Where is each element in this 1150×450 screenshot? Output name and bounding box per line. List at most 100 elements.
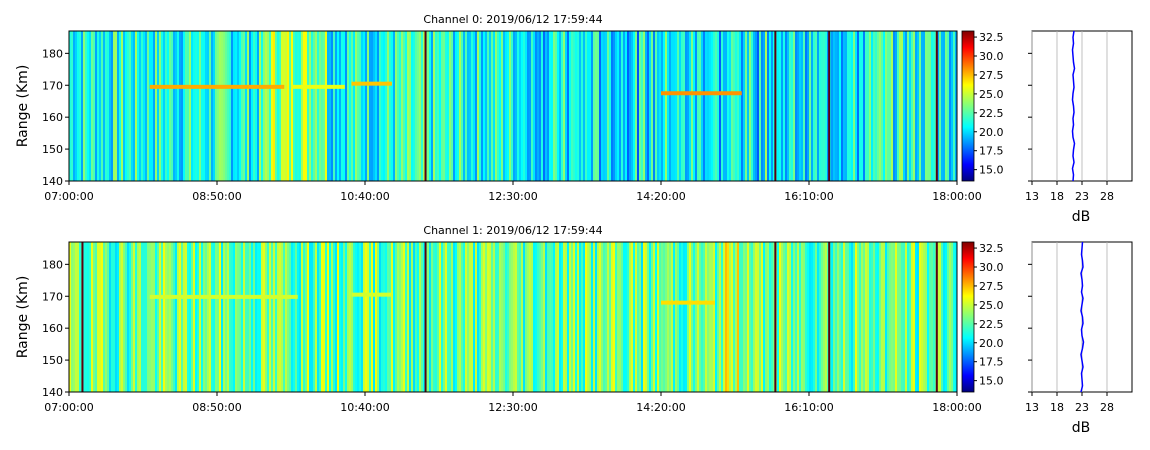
- channel-1-profile-grid: [1031, 242, 1108, 392]
- channel-1-profile-line: [1080, 241, 1085, 393]
- heatmap-column: [79, 31, 81, 181]
- heatmap-column: [423, 242, 425, 392]
- heatmap-column: [925, 31, 927, 181]
- heatmap-column: [463, 242, 465, 392]
- heatmap-column: [307, 242, 309, 392]
- heatmap-column: [797, 31, 799, 181]
- heatmap-column: [707, 242, 709, 392]
- heatmap-column: [91, 242, 93, 392]
- heatmap-column: [77, 31, 79, 181]
- channel-0-panel: Channel 0: 2019/06/12 17:59:44 140 150 160…: [15, 13, 1133, 225]
- colorbar-tick-label: 17.5: [979, 145, 1004, 158]
- heatmap-column: [171, 242, 173, 392]
- heatmap-column: [817, 31, 819, 181]
- heatmap-column: [127, 31, 129, 181]
- heatmap-column: [301, 242, 303, 392]
- heatmap-column: [943, 242, 945, 392]
- heatmap-column: [507, 31, 509, 181]
- heatmap-column: [549, 242, 551, 392]
- heatmap-column: [419, 242, 421, 392]
- heatmap-column: [527, 31, 529, 181]
- heatmap-column: [193, 31, 195, 181]
- heatmap-column: [819, 242, 821, 392]
- heatmap-column: [881, 242, 883, 392]
- heatmap-column: [647, 242, 649, 392]
- heatmap-column: [93, 31, 95, 181]
- heatmap-column: [213, 31, 215, 181]
- heatmap-column: [413, 242, 415, 392]
- heatmap-column: [479, 31, 481, 181]
- heatmap-column: [407, 31, 409, 181]
- heatmap-column: [683, 31, 685, 181]
- heatmap-column: [431, 31, 433, 181]
- heatmap-column: [109, 242, 111, 392]
- heatmap-column: [557, 242, 559, 392]
- heatmap-column: [695, 242, 697, 392]
- profile-x-tick-label: 23: [1075, 190, 1089, 203]
- heatmap-column: [703, 242, 705, 392]
- heatmap-column: [313, 31, 315, 181]
- heatmap-column: [773, 31, 775, 181]
- heatmap-column: [439, 31, 441, 181]
- heatmap-column: [159, 242, 161, 392]
- heatmap-column: [189, 242, 191, 392]
- channel-0-profile-x-label: dB: [1072, 209, 1091, 225]
- heatmap-column: [471, 31, 473, 181]
- colorbar-tick-label: 27.5: [979, 69, 1004, 82]
- heatmap-column: [255, 31, 257, 181]
- heatmap-column: [599, 31, 601, 181]
- heatmap-column: [359, 31, 361, 181]
- heatmap-column: [879, 31, 881, 181]
- heatmap-column: [341, 242, 343, 392]
- channel-1-profile-x-label: dB: [1072, 420, 1091, 436]
- heatmap-column: [797, 242, 799, 392]
- heatmap-column: [749, 31, 751, 181]
- heatmap-column: [533, 242, 535, 392]
- heatmap-column: [293, 242, 295, 392]
- heatmap-column: [443, 242, 445, 392]
- heatmap-column: [585, 242, 587, 392]
- heatmap-column: [79, 242, 81, 392]
- heatmap-column: [627, 31, 629, 181]
- heatmap-column: [415, 242, 417, 392]
- heatmap-column: [491, 242, 493, 392]
- heatmap-column: [453, 31, 455, 181]
- x-tick-label: 08:50:00: [192, 190, 241, 203]
- heatmap-column: [793, 31, 795, 181]
- heatmap-column: [555, 31, 557, 181]
- heatmap-column: [185, 31, 187, 181]
- heatmap-column: [525, 242, 527, 392]
- heatmap-column: [785, 242, 787, 392]
- heatmap-column: [509, 31, 511, 181]
- heatmap-column: [853, 31, 855, 181]
- heatmap-column: [917, 31, 919, 181]
- heatmap-column: [397, 242, 399, 392]
- heatmap-column: [595, 31, 597, 181]
- colorbar-tick-label: 32.5: [979, 31, 1004, 44]
- heatmap-column: [885, 242, 887, 392]
- heatmap-column: [385, 31, 387, 181]
- heatmap-column: [899, 242, 901, 392]
- heatmap-column: [219, 242, 221, 392]
- echo-streak: [149, 84, 285, 89]
- heatmap-column: [841, 242, 843, 392]
- heatmap-column: [169, 31, 171, 181]
- heatmap-column: [949, 242, 951, 392]
- heatmap-column: [893, 242, 895, 392]
- heatmap-column: [753, 242, 755, 392]
- heatmap-column: [173, 31, 175, 181]
- heatmap-column: [305, 242, 307, 392]
- heatmap-column: [497, 242, 499, 392]
- heatmap-column: [469, 31, 471, 181]
- heatmap-column: [921, 31, 923, 181]
- heatmap-column: [543, 31, 545, 181]
- heatmap-column: [569, 242, 571, 392]
- y-tick-label: 150: [42, 354, 63, 367]
- heatmap-column: [117, 242, 119, 392]
- heatmap-column: [569, 31, 571, 181]
- heatmap-column: [173, 242, 175, 392]
- heatmap-column: [361, 31, 363, 181]
- heatmap-column: [93, 242, 95, 392]
- heatmap-column: [421, 31, 423, 181]
- heatmap-column: [143, 242, 145, 392]
